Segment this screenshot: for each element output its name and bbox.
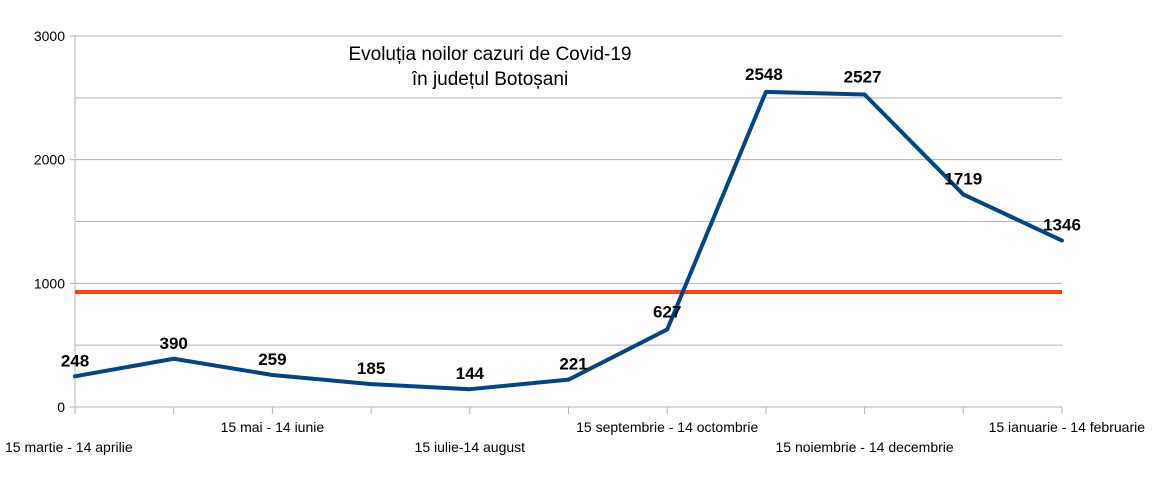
y-axis: 0 1000 2000 3000 xyxy=(34,28,76,415)
data-point xyxy=(270,373,274,377)
y-tick-label: 2000 xyxy=(34,152,65,168)
data-point xyxy=(764,90,768,94)
data-point xyxy=(73,374,77,378)
data-point xyxy=(665,327,669,331)
data-label: 390 xyxy=(160,334,188,353)
data-label: 1719 xyxy=(944,169,982,188)
x-tick-label: 15 mai - 14 iunie xyxy=(221,419,325,435)
data-point xyxy=(1060,239,1064,243)
data-point xyxy=(468,387,472,391)
y-tick-label: 3000 xyxy=(34,28,65,44)
data-label: 2548 xyxy=(745,65,783,84)
series-group xyxy=(73,89,1064,392)
data-label: 144 xyxy=(456,364,485,383)
data-labels: 248 390 259 185 144 221 627 2548 2527 1719 1346 xyxy=(61,65,1081,383)
gridlines xyxy=(75,35,1062,346)
data-point xyxy=(863,92,867,96)
x-tick-label: 15 noiembrie - 14 decembrie xyxy=(775,439,953,455)
data-point xyxy=(567,378,570,382)
data-label: 248 xyxy=(61,351,89,370)
series-line xyxy=(73,89,1064,392)
chart-subtitle: în județul Botoșani xyxy=(411,69,568,90)
data-label: 1346 xyxy=(1043,216,1081,235)
data-label: 185 xyxy=(357,359,385,378)
data-point xyxy=(172,357,176,361)
y-tick-label: 0 xyxy=(57,399,65,415)
data-label: 221 xyxy=(559,355,587,374)
x-axis: 15 martie - 14 aprilie 15 mai - 14 iunie 1… xyxy=(5,406,1146,455)
x-tick-label: 15 iulie-14 august xyxy=(415,439,526,455)
x-tick-label: 15 martie - 14 aprilie xyxy=(5,439,133,455)
data-point xyxy=(369,382,373,386)
data-label: 627 xyxy=(653,302,681,321)
chart-title: Evoluția noilor cazuri de Covid-19 xyxy=(348,44,631,65)
x-tick-label: 15 ianuarie - 14 februarie xyxy=(989,419,1146,435)
data-label: 2527 xyxy=(844,67,882,86)
x-tick-label: 15 septembrie - 14 octombrie xyxy=(576,419,758,435)
data-label: 259 xyxy=(258,350,286,369)
y-tick-label: 1000 xyxy=(34,275,65,291)
data-point xyxy=(961,192,965,196)
